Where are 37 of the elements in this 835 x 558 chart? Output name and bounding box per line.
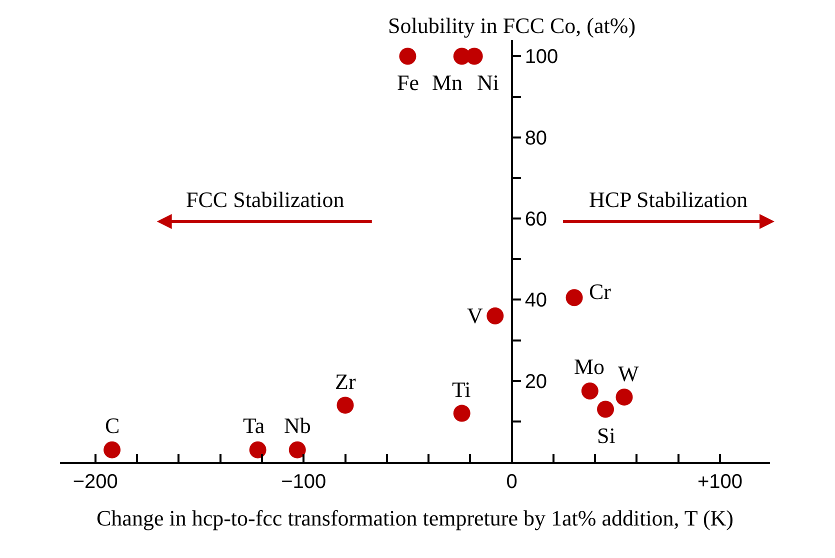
annotation: Ti: [452, 377, 471, 402]
point: [336, 396, 354, 414]
x-tick-label: −100: [281, 471, 326, 493]
point: [616, 388, 633, 406]
annotation: Ta: [243, 413, 265, 438]
annotation: Ni: [477, 70, 499, 95]
y-tick-label: 100: [524, 46, 558, 68]
y-tick-label: 20: [524, 370, 548, 393]
annotation: V: [467, 303, 483, 328]
y-tick-label: 80: [524, 127, 548, 150]
y-axis-title: Solubility in FCC Co, (at%): [388, 13, 636, 38]
point: [453, 404, 470, 422]
x-axis-title: Change in hcp-to-fcc transformation tempreture by 1at% addition, T (K): [96, 505, 734, 530]
x-tick-label: −200: [72, 471, 118, 493]
point: [597, 400, 614, 418]
annotation: Nb: [284, 413, 311, 438]
point: [104, 441, 121, 458]
annotation: FCC Stabilization: [186, 187, 344, 212]
y-tick-label: 40: [524, 290, 548, 312]
annotation: Mn: [432, 70, 463, 95]
x-tick-label: 0: [506, 471, 518, 493]
point: [288, 441, 306, 458]
point: [249, 441, 266, 458]
annotation: C: [105, 413, 120, 438]
point: [581, 382, 598, 400]
point: [486, 307, 504, 324]
x-tick-label: +100: [698, 471, 743, 493]
point: [399, 48, 416, 65]
annotation: W: [618, 361, 639, 386]
point: [566, 289, 583, 306]
annotation: Cr: [589, 279, 612, 304]
annotation: HCP Stabilization: [589, 187, 748, 212]
annotation: Fe: [397, 70, 419, 95]
annotation: Mo: [574, 354, 605, 379]
y-tick-label: 60: [524, 208, 548, 231]
annotation: Si: [597, 423, 616, 448]
annotation: Zr: [335, 369, 356, 394]
